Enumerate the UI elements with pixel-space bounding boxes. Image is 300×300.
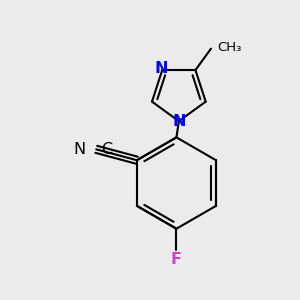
Text: N: N <box>154 61 168 76</box>
Text: N: N <box>172 114 186 129</box>
Text: CH₃: CH₃ <box>218 41 242 54</box>
Text: N: N <box>74 142 86 157</box>
Text: F: F <box>171 253 182 268</box>
Text: C: C <box>101 142 112 157</box>
